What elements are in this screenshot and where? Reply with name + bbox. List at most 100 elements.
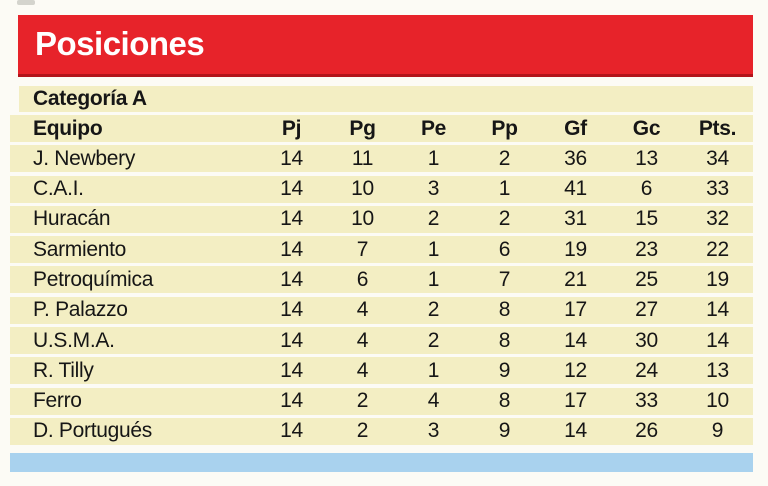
column-header-pts: Pts.	[698, 116, 737, 140]
stat-value: 19	[564, 237, 587, 261]
stat-value: 8	[498, 389, 511, 413]
stat-value: 14	[280, 146, 303, 170]
stat-value: 2	[427, 328, 440, 352]
stat-value: 14	[706, 298, 729, 322]
stat-value: 17	[564, 389, 587, 413]
category-label: Categoría A	[19, 86, 753, 112]
stat-value: 9	[498, 358, 511, 382]
stat-value: 7	[498, 267, 511, 291]
stat-value: 1	[427, 358, 440, 382]
stat-value: 14	[280, 267, 303, 291]
column-header-gf: Gf	[564, 116, 587, 140]
stat-value: 27	[635, 298, 658, 322]
stat-value: 14	[280, 358, 303, 382]
stat-value: 2	[427, 207, 440, 231]
stat-value: 4	[356, 298, 369, 322]
stat-value: 1	[498, 177, 511, 201]
stat-value: 22	[706, 237, 729, 261]
stat-value: 36	[564, 146, 587, 170]
stat-value: 14	[280, 237, 303, 261]
column-header-pg: Pg	[349, 116, 376, 140]
title-bar: Posiciones	[18, 15, 753, 77]
table-row: Petroquímica 14 6 1 7 21 25 19	[10, 266, 753, 294]
stat-value: 33	[635, 389, 658, 413]
stat-value: 1	[427, 146, 440, 170]
table-row: Huracán 14 10 2 2 31 15 32	[10, 205, 753, 233]
team-name: R. Tilly	[33, 358, 94, 382]
team-name: D. Portugués	[33, 419, 152, 443]
table-row: C.A.I. 14 10 3 1 41 6 33	[10, 175, 753, 203]
team-name: J. Newbery	[33, 146, 136, 170]
stat-value: 2	[498, 146, 511, 170]
standings-table: Equipo Pj Pg Pe Pp Gf Gc Pts. J. Newbery…	[10, 115, 753, 448]
page-title: Posiciones	[35, 24, 205, 62]
stat-value: 17	[564, 298, 587, 322]
stat-value: 11	[351, 146, 374, 170]
team-name: Huracán	[33, 207, 111, 231]
stat-value: 24	[635, 358, 658, 382]
stat-value: 14	[280, 207, 303, 231]
stat-value: 8	[498, 328, 511, 352]
stat-value: 19	[706, 267, 729, 291]
stat-value: 1	[427, 237, 440, 261]
team-name: Petroquímica	[33, 267, 154, 291]
table-row: P. Palazzo 14 4 2 8 17 27 14	[10, 296, 753, 324]
stat-value: 10	[351, 177, 374, 201]
stat-value: 3	[427, 177, 440, 201]
team-name: Ferro	[33, 389, 82, 413]
stat-value: 14	[564, 419, 587, 443]
stat-value: 21	[564, 267, 587, 291]
stat-value: 4	[427, 389, 440, 413]
column-header-gc: Gc	[632, 116, 661, 140]
stat-value: 10	[706, 389, 729, 413]
stat-value: 14	[280, 389, 303, 413]
stat-value: 4	[356, 358, 369, 382]
stat-value: 14	[280, 177, 303, 201]
stat-value: 6	[498, 237, 511, 261]
table-row: Sarmiento 14 7 1 6 19 23 22	[10, 236, 753, 264]
team-name: C.A.I.	[33, 177, 84, 201]
stat-value: 14	[280, 298, 303, 322]
stat-value: 10	[351, 207, 374, 231]
stat-value: 23	[635, 237, 658, 261]
stat-value: 14	[280, 419, 303, 443]
stat-value: 7	[356, 237, 369, 261]
team-name: U.S.M.A.	[33, 328, 115, 352]
stat-value: 12	[564, 358, 587, 382]
stat-value: 31	[564, 207, 587, 231]
stat-value: 2	[356, 389, 369, 413]
stat-value: 1	[427, 267, 440, 291]
stat-value: 2	[356, 419, 369, 443]
stat-value: 13	[706, 358, 729, 382]
team-name: Sarmiento	[33, 237, 127, 261]
stat-value: 4	[356, 328, 369, 352]
stat-value: 14	[280, 328, 303, 352]
stat-value: 33	[706, 177, 729, 201]
stat-value: 14	[564, 328, 587, 352]
stat-value: 32	[706, 207, 729, 231]
table-header-row: Equipo Pj Pg Pe Pp Gf Gc Pts.	[10, 115, 753, 142]
stat-value: 14	[706, 328, 729, 352]
stat-value: 2	[427, 298, 440, 322]
column-header-equipo: Equipo	[33, 116, 103, 140]
stat-value: 2	[498, 207, 511, 231]
column-header-pe: Pe	[420, 116, 447, 140]
stat-value: 30	[635, 328, 658, 352]
stat-value: 3	[427, 419, 440, 443]
stat-value: 9	[498, 419, 511, 443]
stat-value: 13	[635, 146, 658, 170]
team-name: P. Palazzo	[33, 298, 128, 322]
table-row: R. Tilly 14 4 1 9 12 24 13	[10, 357, 753, 385]
stat-value: 25	[635, 267, 658, 291]
scan-artifact	[17, 0, 35, 5]
table-row: J. Newbery 14 11 1 2 36 13 34	[10, 145, 753, 173]
stat-value: 6	[640, 177, 653, 201]
column-header-pp: Pp	[491, 116, 518, 140]
stat-value: 6	[356, 267, 369, 291]
stat-value: 8	[498, 298, 511, 322]
table-row: U.S.M.A. 14 4 2 8 14 30 14	[10, 327, 753, 355]
bottom-divider-bar	[10, 453, 753, 472]
standings-body: J. Newbery 14 11 1 2 36 13 34 C.A.I. 14 10 3 1 41 6 33 H…	[10, 145, 753, 445]
stat-value: 41	[564, 177, 587, 201]
